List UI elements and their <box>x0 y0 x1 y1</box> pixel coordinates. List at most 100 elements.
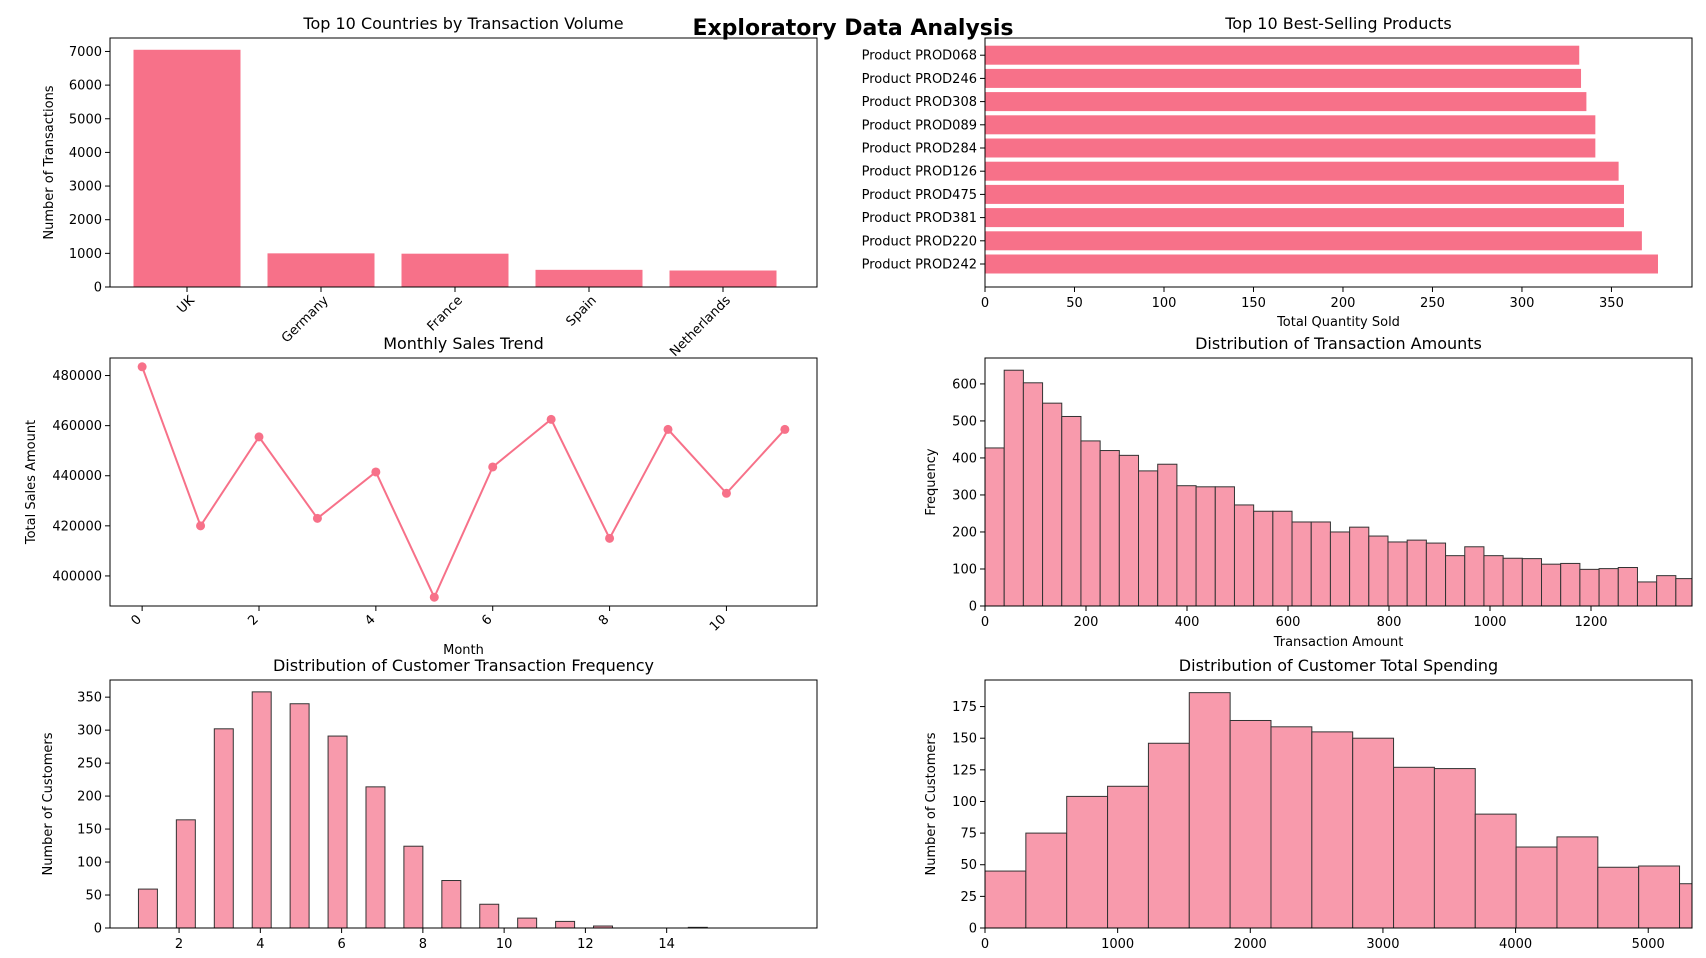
y-tick-label: 50 <box>85 889 102 904</box>
histogram-bar <box>1406 539 1427 606</box>
histogram-bar <box>1352 737 1395 928</box>
x-tick-label: 4 <box>362 612 378 628</box>
data-point <box>605 533 615 543</box>
y-tick-label: 100 <box>952 562 977 577</box>
histogram-bar <box>1025 832 1068 928</box>
histogram-bar <box>1229 719 1272 928</box>
y-tick-label: 300 <box>77 724 102 739</box>
y-tick-label: 125 <box>952 763 977 778</box>
x-tick-label: UK <box>174 293 198 317</box>
x-axis-label: Month <box>443 643 484 658</box>
histogram-bar <box>1638 865 1681 928</box>
bar <box>401 253 509 287</box>
y-tick-label: 5000 <box>69 112 102 127</box>
y-tick-label: 3000 <box>69 180 102 195</box>
y-tick-label: 175 <box>952 700 977 715</box>
histogram-bar <box>1445 555 1466 606</box>
chart-title: Top 10 Countries by Transaction Volume <box>302 14 623 33</box>
y-tick-label: 100 <box>952 795 977 810</box>
histogram-bar <box>1188 692 1231 928</box>
histogram-bar <box>1214 486 1235 606</box>
histogram-bar <box>1272 510 1293 606</box>
series-line <box>141 366 786 600</box>
histogram-bar <box>213 728 234 928</box>
histogram-bar <box>985 870 1027 928</box>
x-tick-label: 800 <box>1377 615 1402 630</box>
x-tick-label: 8 <box>419 937 427 952</box>
histogram-bar <box>251 691 272 928</box>
histogram-bar <box>1107 785 1149 928</box>
bar <box>985 138 1596 158</box>
x-tick-label: 2000 <box>1234 937 1267 952</box>
histogram-bar <box>1515 846 1558 928</box>
y-axis-label: Number of Customers <box>924 732 939 875</box>
y-axis-label: Number of Transactions <box>42 85 57 239</box>
y-tick-label: 200 <box>77 790 102 805</box>
histogram-bar <box>1329 531 1351 606</box>
histogram-bar <box>1556 836 1599 928</box>
chart-title: Distribution of Customer Total Spending <box>1179 656 1498 675</box>
x-tick-label: 3000 <box>1366 937 1399 952</box>
histogram-bar <box>1066 795 1109 928</box>
y-tick-label: Product PROD220 <box>862 234 977 249</box>
x-tick-label: 1000 <box>1101 937 1134 952</box>
histogram-bar <box>1502 557 1523 606</box>
bar <box>985 92 1587 112</box>
y-tick-label: 75 <box>960 827 977 842</box>
histogram-bar <box>1656 575 1677 606</box>
bar <box>985 115 1596 135</box>
y-tick-label: 7000 <box>69 45 102 60</box>
x-tick-label: 50 <box>1066 296 1083 311</box>
y-tick-label: Product PROD381 <box>862 211 977 226</box>
histogram-bar <box>1176 485 1197 606</box>
histogram-bar <box>1195 486 1216 606</box>
histogram-bar <box>1291 521 1312 606</box>
bar <box>985 184 1624 204</box>
bar <box>133 49 241 288</box>
data-point <box>546 414 556 424</box>
y-tick-label: Product PROD242 <box>862 258 977 273</box>
histogram-bar <box>1311 731 1354 928</box>
x-tick-label: 0 <box>981 937 989 952</box>
y-tick-label: 100 <box>77 856 102 871</box>
histogram-bar <box>1270 726 1313 928</box>
y-tick-label: 460000 <box>52 419 102 434</box>
histogram-bars <box>985 692 1692 928</box>
y-tick-label: 400000 <box>52 569 102 584</box>
histogram-bar <box>1560 562 1581 606</box>
x-tick-label: 6 <box>337 937 345 952</box>
histogram-bar <box>1464 546 1485 606</box>
y-tick-label: 400 <box>952 451 977 466</box>
y-tick-label: 50 <box>960 858 977 873</box>
x-tick-label: 600 <box>1276 615 1301 630</box>
bar <box>535 269 643 287</box>
y-tick-label: 6000 <box>69 79 102 94</box>
x-tick-label: 0 <box>129 612 145 628</box>
y-tick-label: 150 <box>952 732 977 747</box>
histogram-bar <box>1474 813 1517 928</box>
y-tick-label: Product PROD089 <box>862 118 977 133</box>
data-point <box>371 467 381 477</box>
histogram-bar <box>1310 521 1331 606</box>
histogram-bar <box>1003 369 1024 606</box>
y-tick-label: 440000 <box>52 469 102 484</box>
bar <box>985 254 1658 274</box>
y-tick-label: Product PROD246 <box>862 72 977 87</box>
histogram-bar <box>1617 567 1638 606</box>
x-tick-label: France <box>425 293 466 334</box>
y-tick-label: 300 <box>952 488 977 503</box>
histogram-bar <box>1598 568 1619 606</box>
data-point <box>429 592 439 602</box>
x-tick-label: 1200 <box>1574 615 1607 630</box>
y-tick-label: 0 <box>969 922 977 937</box>
plot-frame <box>109 357 818 607</box>
histogram-bar <box>1636 581 1658 606</box>
data-point <box>721 488 731 498</box>
y-tick-label: 600 <box>952 377 977 392</box>
plot-frame <box>109 679 818 929</box>
chart-title: Distribution of Transaction Amounts <box>1195 334 1482 353</box>
histogram-bar <box>1157 463 1178 606</box>
plot-frame <box>109 37 818 288</box>
chart-title: Distribution of Customer Transaction Fre… <box>273 656 654 675</box>
plot-frame <box>984 357 1693 607</box>
